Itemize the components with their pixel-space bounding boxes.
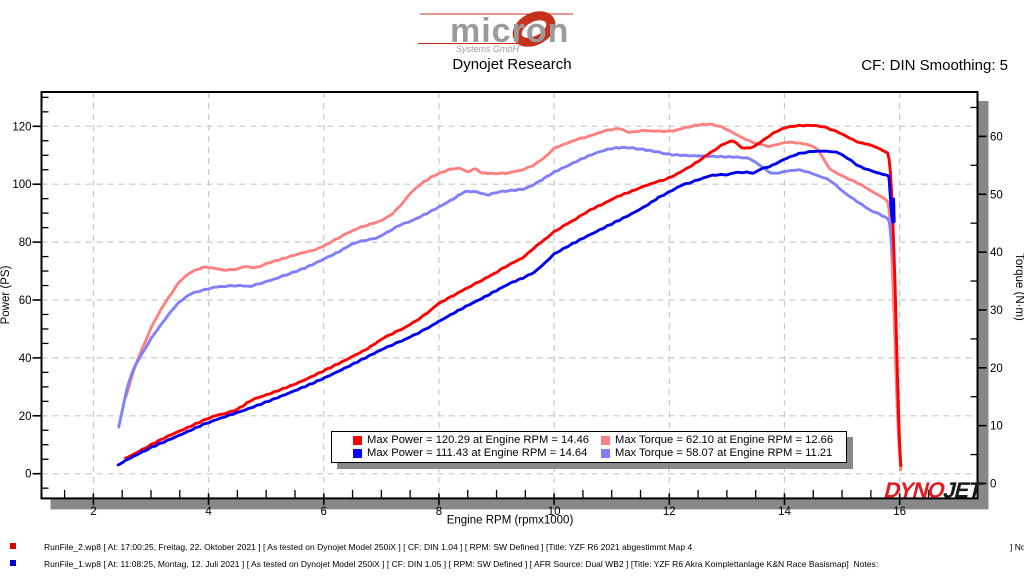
legend-swatch bbox=[601, 436, 610, 445]
dynojet-logo-jet: JET bbox=[941, 478, 986, 503]
curves-group bbox=[116, 122, 903, 471]
power-tick-label: 120 bbox=[12, 121, 31, 133]
torque-tick-label: 30 bbox=[990, 305, 1003, 317]
power-tick-label: 60 bbox=[19, 295, 32, 307]
dynojet-logo: DYNOJET bbox=[882, 478, 986, 503]
legend-label: Max Torque = 58.07 at Engine RPM = 11.21 bbox=[615, 447, 833, 459]
torque-axis-title: Torque (N·m) bbox=[1013, 253, 1024, 321]
x-axis-title: Engine RPM (rpmx1000) bbox=[447, 514, 574, 526]
logo-ring bbox=[512, 11, 556, 47]
power-tick-label: 80 bbox=[19, 237, 32, 249]
plot-frame bbox=[40, 91, 979, 500]
micron-logo: micron Systems GmbH bbox=[418, 11, 573, 54]
page-title: Dynojet Research bbox=[452, 56, 572, 73]
torque-tick-label: 0 bbox=[990, 479, 996, 491]
x-tick-label: 12 bbox=[663, 506, 676, 518]
torque-tick-label: 50 bbox=[990, 189, 1003, 201]
x-tick-label: 2 bbox=[90, 506, 96, 518]
legend-swatch bbox=[353, 436, 362, 445]
curve-torque-ff8080 bbox=[124, 122, 903, 471]
dynojet-logo-text: DYNOJET bbox=[882, 478, 986, 503]
legend-label: Max Torque = 62.10 at Engine RPM = 12.66 bbox=[615, 434, 834, 446]
x-tick-label: 4 bbox=[205, 506, 212, 518]
torque-tick-label: 40 bbox=[990, 247, 1003, 259]
curve-power-ff0000 bbox=[124, 123, 903, 467]
torque-tick-label: 10 bbox=[990, 421, 1003, 433]
logo-brand-text: micron bbox=[450, 12, 569, 50]
chart-legend: Max Power = 120.29 at Engine RPM = 14.46… bbox=[331, 431, 847, 463]
torque-tick-label: 60 bbox=[990, 131, 1003, 143]
x-tick-label: 14 bbox=[778, 506, 791, 518]
legend-swatch bbox=[601, 449, 610, 458]
logo-subtitle-text: Systems GmbH bbox=[456, 44, 520, 54]
legend-label: Max Power = 120.29 at Engine RPM = 14.46 bbox=[367, 434, 590, 446]
curve-power-0000ee bbox=[116, 149, 896, 467]
legend-swatch bbox=[353, 449, 362, 458]
x-tick-label: 8 bbox=[436, 506, 442, 518]
torque-tick-label: 20 bbox=[990, 363, 1003, 375]
x-tick-label: 10 bbox=[548, 506, 561, 518]
cf-smoothing-label: CF: DIN Smoothing: 5 bbox=[861, 57, 1008, 74]
plot-background bbox=[41, 92, 978, 499]
power-axis-title: Power (PS) bbox=[0, 265, 12, 324]
legend-row: Max Power = 111.43 at Engine RPM = 14.64… bbox=[332, 447, 846, 460]
dynojet-logo-dyno: DYNO bbox=[882, 478, 948, 503]
power-tick-label: 0 bbox=[25, 469, 31, 481]
power-tick-label: 40 bbox=[19, 353, 32, 365]
power-tick-label: 20 bbox=[19, 411, 32, 423]
power-tick-label: 100 bbox=[12, 179, 31, 191]
legend-label: Max Power = 111.43 at Engine RPM = 14.64 bbox=[367, 447, 588, 459]
legend-row: Max Power = 120.29 at Engine RPM = 14.46… bbox=[332, 434, 846, 447]
x-tick-label: 6 bbox=[321, 506, 327, 518]
curve-torque-8080ff bbox=[117, 145, 896, 429]
x-tick-label: 16 bbox=[893, 506, 906, 518]
